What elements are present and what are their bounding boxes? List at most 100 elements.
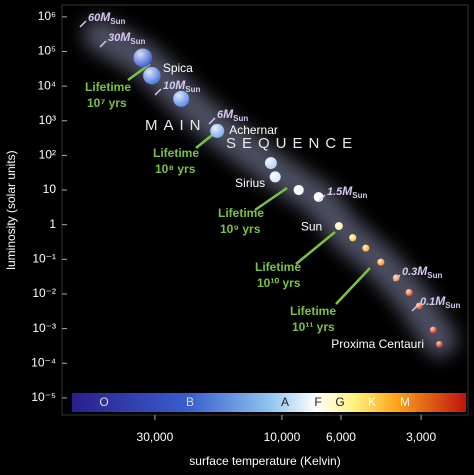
star	[269, 171, 281, 183]
y-tick-label: 10²	[39, 148, 56, 162]
mass-value: 30	[108, 32, 121, 44]
plot-area	[61, 4, 469, 416]
mass-symbol: M	[175, 78, 186, 92]
star-shine	[429, 326, 437, 334]
lifetime-title: Lifetime	[85, 80, 131, 94]
spectral-class: K	[368, 395, 376, 409]
y-tick-label: 10⁻⁵	[31, 390, 56, 404]
lifetime-pointer	[127, 62, 151, 82]
lifetime-pointer	[295, 231, 336, 265]
y-tick-label: 1	[49, 217, 56, 231]
star-name: Proxima Centauri	[331, 337, 424, 351]
y-tick-label: 10³	[39, 113, 56, 127]
y-tick-label: 10⁴	[37, 78, 56, 92]
mass-value: 6	[217, 109, 224, 121]
star-name: Spica	[163, 61, 193, 75]
mass-pointer	[208, 117, 216, 125]
y-tick-label: 10	[43, 182, 57, 196]
mass-symbol: M	[223, 107, 234, 121]
star	[405, 289, 413, 297]
y-tick-label: 10⁶	[38, 9, 56, 23]
star	[264, 157, 277, 170]
star	[349, 234, 357, 242]
star	[377, 258, 385, 266]
star-shine	[133, 48, 153, 68]
y-tick-label: 10⁵	[38, 44, 56, 58]
mass-value: 10	[163, 80, 176, 92]
star	[334, 222, 343, 231]
star-shine	[415, 302, 423, 310]
mass-label: 0.1MSun	[420, 294, 461, 310]
mass-subscript: Sun	[130, 37, 145, 46]
star-shine	[435, 340, 443, 348]
mass-subscript: Sun	[110, 17, 125, 26]
mass-label: 30MSun	[108, 30, 145, 46]
lifetime-value: 10¹⁰ yrs	[257, 276, 301, 290]
mass-pointer	[393, 274, 401, 282]
star	[173, 90, 190, 107]
star-shine	[264, 157, 277, 170]
mass-label: 1.5MSun	[327, 184, 368, 200]
spectral-class: O	[99, 395, 108, 409]
star	[293, 184, 304, 196]
mass-pointer	[318, 194, 326, 202]
lifetime-pointer	[254, 186, 288, 212]
sequence-label: SEQUENCE	[226, 135, 358, 152]
lifetime-title: Lifetime	[218, 206, 264, 220]
lifetime-value: 10⁹ yrs	[220, 222, 261, 236]
mass-label: 10MSun	[163, 78, 200, 94]
mass-symbol: M	[435, 294, 446, 308]
y-tick-label: 10⁻³	[32, 321, 56, 335]
mass-label: 60MSun	[88, 10, 125, 26]
y-tick-label: 10⁻⁴	[31, 355, 56, 369]
mass-pointer	[79, 20, 87, 28]
mass-value: 1.5	[327, 186, 343, 198]
y-tick-label: 10⁻²	[32, 286, 56, 300]
x-tick-label: 30,000	[137, 430, 174, 444]
x-tick-label: 10,000	[264, 430, 301, 444]
mass-label: 6MSun	[217, 107, 248, 123]
mass-subscript: Sun	[352, 191, 367, 200]
star	[415, 302, 423, 310]
y-tick-label: 10⁻¹	[32, 251, 56, 265]
star	[429, 326, 437, 334]
x-tick-label: 3,000	[406, 430, 436, 444]
lifetime-value: 10⁸ yrs	[155, 162, 196, 176]
star-shine	[293, 184, 304, 196]
mass-value: 0.1	[420, 296, 435, 308]
star-shine	[269, 171, 281, 183]
mass-label: 0.3MSun	[402, 264, 443, 280]
x-tick-label: 6,000	[326, 430, 356, 444]
star-shine	[362, 244, 370, 252]
star-name: Sirius	[235, 176, 265, 190]
star	[133, 48, 153, 68]
mass-value: 60	[88, 12, 101, 24]
spectral-class: B	[186, 395, 194, 409]
mass-pointer	[154, 88, 162, 96]
spectral-class: A	[281, 395, 289, 409]
star-shine	[405, 289, 413, 297]
star	[210, 123, 225, 138]
mass-subscript: Sun	[445, 301, 460, 310]
mass-subscript: Sun	[233, 114, 248, 123]
x-axis-label: surface temperature (Kelvin)	[189, 454, 340, 468]
spectral-bar	[72, 393, 466, 412]
star	[143, 66, 161, 85]
sequence-label: MAIN	[145, 117, 207, 134]
spectral-class: G	[335, 395, 344, 409]
mass-value: 0.3	[402, 266, 417, 278]
mass-pointer	[99, 40, 107, 48]
mass-subscript: Sun	[185, 85, 200, 94]
star-shine	[334, 222, 343, 231]
star-shine	[143, 66, 161, 85]
star-name: Sun	[301, 219, 322, 233]
lifetime-title: Lifetime	[153, 146, 199, 160]
mass-symbol: M	[417, 264, 428, 278]
star-shine	[173, 90, 190, 107]
star-shine	[349, 234, 357, 242]
mass-symbol: M	[120, 30, 131, 44]
lifetime-pointer	[335, 267, 371, 305]
star-name: Achernar	[229, 123, 278, 137]
star-shine	[377, 258, 385, 266]
